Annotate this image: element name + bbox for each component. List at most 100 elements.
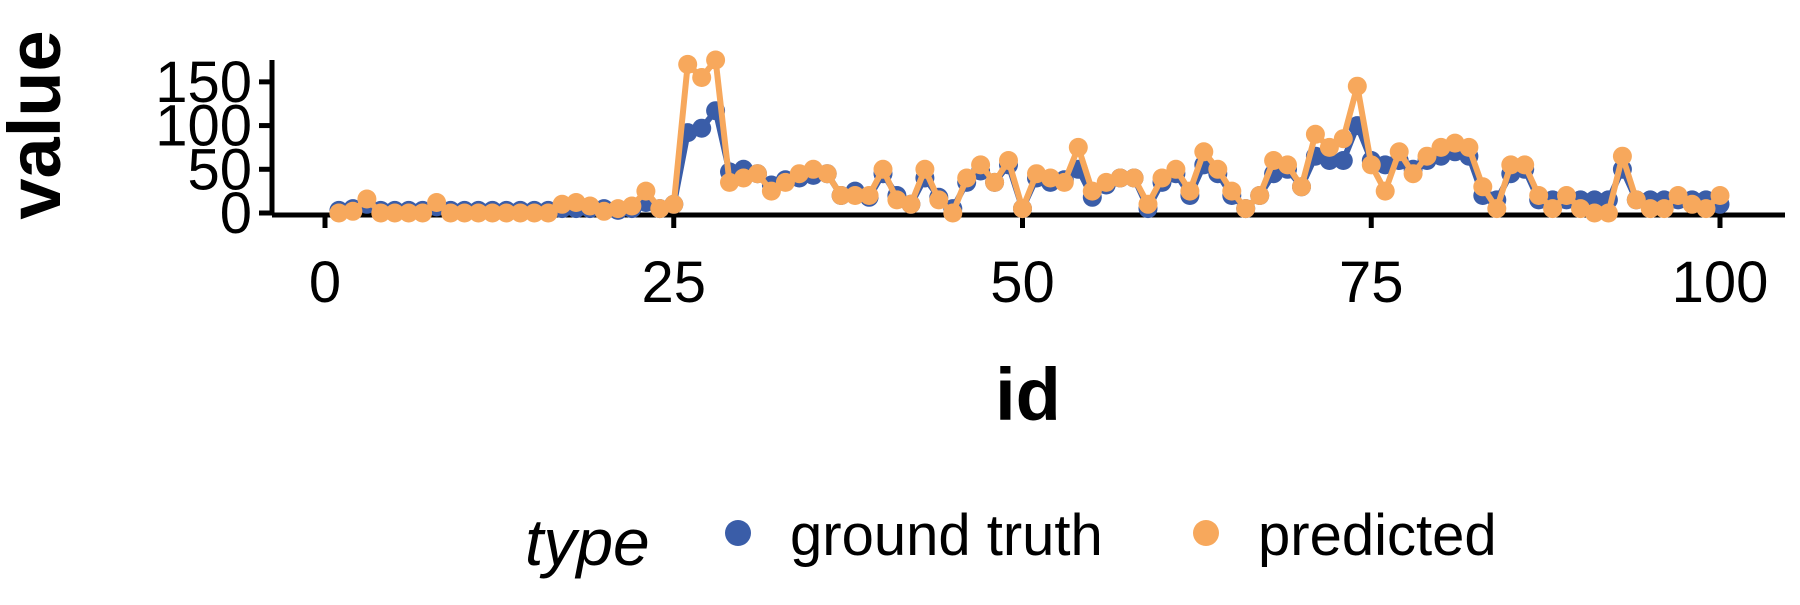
data-point-predicted xyxy=(1082,181,1102,201)
series xyxy=(329,50,1730,223)
data-point-predicted xyxy=(524,203,544,223)
data-point-predicted xyxy=(1598,203,1618,223)
data-point-predicted xyxy=(636,181,656,201)
data-point-predicted xyxy=(1208,159,1228,179)
data-point-predicted xyxy=(761,181,781,201)
data-point-predicted xyxy=(943,203,963,223)
y-tick-label: 0 xyxy=(220,181,252,246)
data-point-predicted xyxy=(622,196,642,216)
data-point-predicted xyxy=(1054,172,1074,192)
data-point-predicted xyxy=(831,186,851,205)
data-point-predicted xyxy=(329,203,349,223)
data-point-predicted xyxy=(1361,155,1381,175)
data-point-predicted xyxy=(929,190,949,210)
data-point-predicted xyxy=(1110,168,1130,188)
data-point-predicted xyxy=(1166,159,1186,179)
data-point-predicted xyxy=(1640,199,1660,219)
data-point-predicted xyxy=(1180,181,1200,201)
data-point-predicted xyxy=(664,194,684,214)
y-tick-label: 50 xyxy=(187,137,252,202)
series-predicted xyxy=(329,50,1730,223)
x-axis-title: id xyxy=(995,353,1061,436)
data-point-predicted xyxy=(1557,186,1576,205)
data-point-ground-truth xyxy=(692,118,712,138)
data-point-predicted xyxy=(901,194,921,214)
data-point-predicted xyxy=(1236,199,1256,219)
data-point-predicted xyxy=(1068,137,1088,157)
data-point-ground-truth xyxy=(1333,151,1353,170)
data-point-predicted xyxy=(845,186,865,205)
data-point-predicted xyxy=(873,159,893,179)
data-point-predicted xyxy=(1710,186,1730,205)
data-point-predicted xyxy=(1585,203,1604,223)
data-point-predicted xyxy=(1305,124,1325,144)
data-point-predicted xyxy=(1013,199,1032,219)
data-point-predicted xyxy=(1501,155,1521,175)
legend-label-ground-truth: ground truth xyxy=(790,503,1103,568)
x-tick-label: 75 xyxy=(1339,250,1404,315)
legend-key-predicted xyxy=(1193,520,1219,546)
data-point-predicted xyxy=(971,155,991,175)
data-point-predicted xyxy=(343,201,363,221)
y-axis-title: value xyxy=(0,30,76,219)
data-point-predicted xyxy=(1194,142,1214,162)
data-point-predicted xyxy=(775,172,795,192)
data-point-predicted xyxy=(371,203,391,223)
data-point-predicted xyxy=(1347,76,1367,96)
x-ticks: 0 25 50 75 100 xyxy=(309,215,1769,315)
data-point-predicted xyxy=(552,194,572,214)
data-point-predicted xyxy=(468,203,488,223)
data-point-predicted xyxy=(413,203,433,223)
data-point-predicted xyxy=(1319,137,1339,157)
data-point-predicted xyxy=(1333,129,1353,149)
x-tick-label: 100 xyxy=(1672,250,1769,315)
legend: type ground truth predicted xyxy=(525,503,1497,579)
data-point-predicted xyxy=(427,193,447,212)
data-point-predicted xyxy=(706,50,726,70)
data-point-predicted xyxy=(538,203,558,223)
data-point-predicted xyxy=(1459,137,1479,157)
data-point-predicted xyxy=(1389,142,1409,162)
data-point-predicted xyxy=(1124,168,1144,188)
data-point-predicted xyxy=(748,164,767,184)
data-point-predicted xyxy=(1403,164,1423,184)
legend-title: type xyxy=(525,505,650,579)
data-point-predicted xyxy=(441,203,461,223)
data-point-predicted xyxy=(496,203,516,223)
data-point-predicted xyxy=(1626,190,1646,210)
data-point-predicted xyxy=(1543,199,1563,219)
y-tick-label: 100 xyxy=(155,94,252,159)
data-point-predicted xyxy=(1292,177,1311,197)
data-point-predicted xyxy=(1612,146,1632,166)
data-point-predicted xyxy=(1278,155,1297,175)
data-point-predicted xyxy=(1375,181,1395,201)
data-point-predicted xyxy=(510,203,530,223)
x-tick-label: 0 xyxy=(309,250,341,315)
data-point-predicted xyxy=(1515,155,1535,175)
data-point-predicted xyxy=(1487,199,1507,219)
y-tick-label: 150 xyxy=(155,50,252,115)
x-tick-label: 50 xyxy=(990,250,1055,315)
data-point-predicted xyxy=(385,203,405,223)
data-point-predicted xyxy=(817,164,837,184)
legend-label-predicted: predicted xyxy=(1258,503,1497,568)
data-point-predicted xyxy=(482,203,502,223)
data-point-predicted xyxy=(399,203,419,223)
data-point-predicted xyxy=(859,186,879,205)
x-tick-label: 25 xyxy=(641,250,706,315)
data-point-predicted xyxy=(1250,186,1270,205)
series-line-predicted xyxy=(335,57,1723,216)
data-point-predicted xyxy=(678,54,698,74)
data-point-predicted xyxy=(985,172,1005,192)
data-point-predicted xyxy=(1473,177,1493,197)
data-point-predicted xyxy=(692,68,712,87)
data-point-predicted xyxy=(1417,146,1437,166)
data-point-ground-truth xyxy=(1585,190,1604,210)
legend-key-ground-truth xyxy=(725,520,751,546)
data-point-ground-truth xyxy=(1319,151,1339,170)
data-point-predicted xyxy=(1668,186,1688,205)
data-point-predicted xyxy=(1654,199,1674,219)
